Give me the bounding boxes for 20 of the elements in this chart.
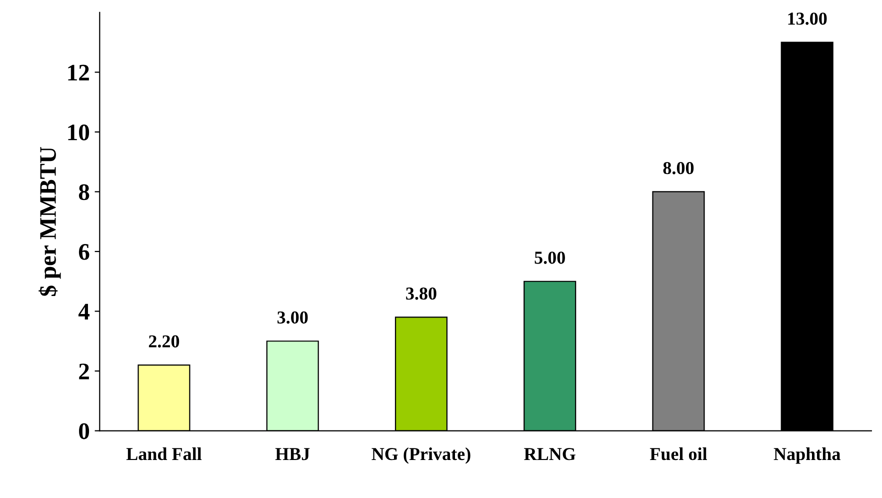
- data-label: 3.00: [277, 311, 308, 324]
- x-tick-label: Naphtha: [774, 447, 840, 464]
- x-tick-label: HBJ: [275, 448, 310, 460]
- y-tick-label: 12: [68, 64, 89, 80]
- y-tick-label: 0: [79, 423, 90, 440]
- data-label: 5.00: [534, 252, 565, 264]
- x-tick-label: Fuel oil: [650, 447, 708, 460]
- x-tick-label: Land Fall: [126, 447, 202, 460]
- y-tick-label: 4: [78, 304, 90, 320]
- y-tick-label: 10: [68, 124, 90, 140]
- data-label: 2.20: [148, 335, 180, 348]
- data-label: 3.80: [406, 287, 436, 300]
- y-tick-label: 6: [78, 244, 90, 260]
- data-label: 8.00: [663, 162, 694, 174]
- y-axis-title: $ per MMBTU: [38, 146, 61, 296]
- y-tick-label: 8: [78, 184, 90, 200]
- y-tick-label: 2: [79, 364, 89, 380]
- data-label: 13.00: [788, 12, 827, 25]
- x-tick-label: NG (Private): [372, 447, 470, 464]
- x-tick-label: RLNG: [524, 448, 576, 460]
